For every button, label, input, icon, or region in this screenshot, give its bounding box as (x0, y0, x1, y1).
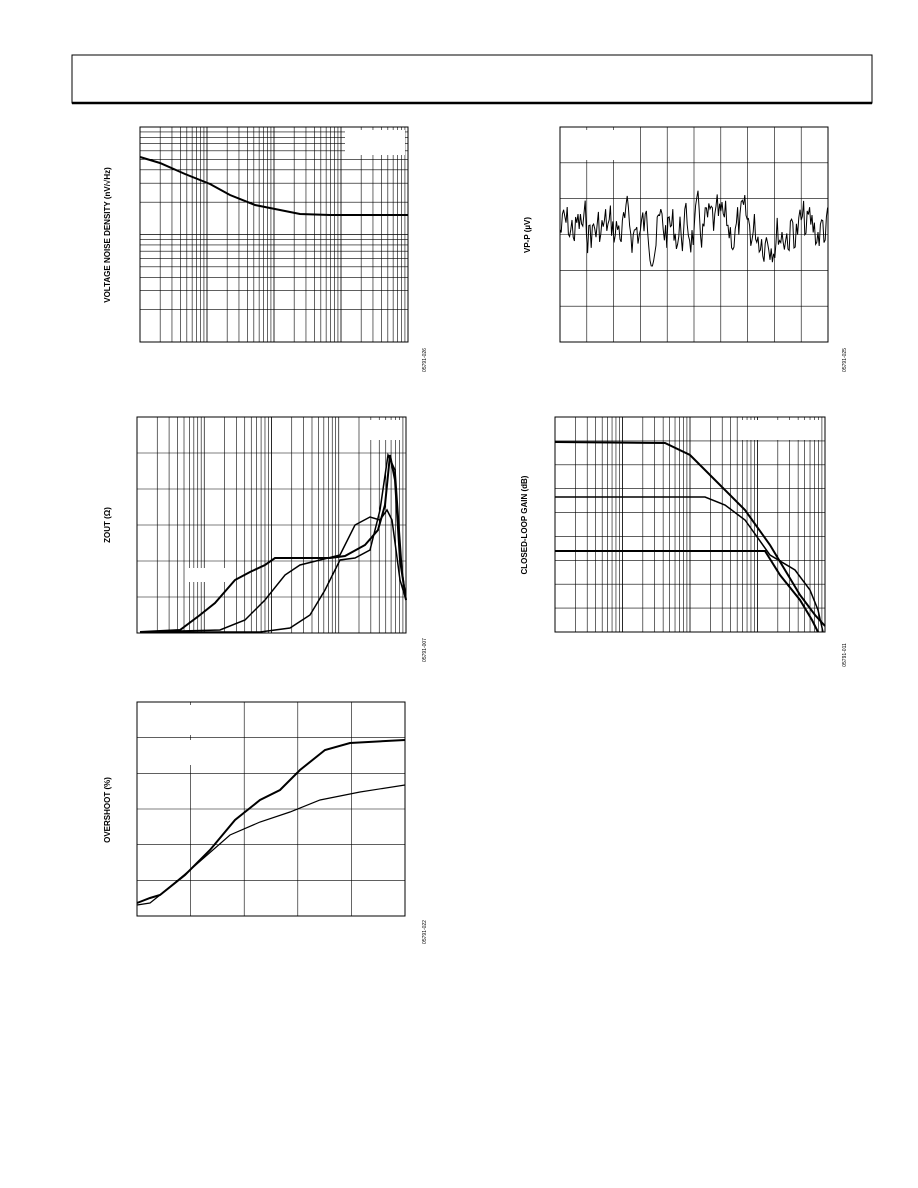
legend-area (140, 705, 220, 735)
gain-curve (554, 441, 826, 627)
legend-area (360, 420, 402, 440)
legend-area (140, 740, 220, 765)
legend-area (740, 420, 820, 440)
plot-frame (554, 416, 826, 633)
y-axis-label: CLOSED-LOOP GAIN (dB) (520, 475, 529, 574)
figure-id: 05791-025 (842, 348, 848, 372)
grids (136, 126, 828, 916)
legend-area (565, 130, 620, 160)
figure-id: 05791-011 (842, 643, 848, 667)
figure-id: 05791-022 (422, 920, 428, 944)
zout-curve (140, 452, 407, 633)
legend-area (185, 568, 230, 582)
y-axis-label: VOLTAGE NOISE DENSITY (nV/√Hz) (103, 167, 112, 303)
header-box (71, 54, 873, 104)
gain-curve (555, 496, 824, 633)
noise-trace (559, 190, 829, 267)
overshoot-curve (136, 739, 406, 904)
plot-frame (136, 416, 407, 634)
plot-frame (559, 126, 829, 343)
y-axis-label: VP-P (µV) (523, 217, 532, 253)
plot-frame (136, 701, 406, 917)
legend-area (345, 130, 405, 155)
overshoot-curve (136, 784, 406, 906)
gain-curve (555, 550, 819, 633)
y-axis-label: OVERSHOOT (%) (103, 777, 112, 843)
noise-curve (139, 156, 408, 216)
figure-id: 05791-007 (422, 638, 428, 662)
figure-id: 05791-026 (422, 348, 428, 372)
zout-curve (139, 454, 407, 633)
y-axis-label: ZOUT (Ω) (103, 507, 112, 543)
plot-frame (139, 126, 409, 343)
zout-curve (139, 508, 407, 633)
